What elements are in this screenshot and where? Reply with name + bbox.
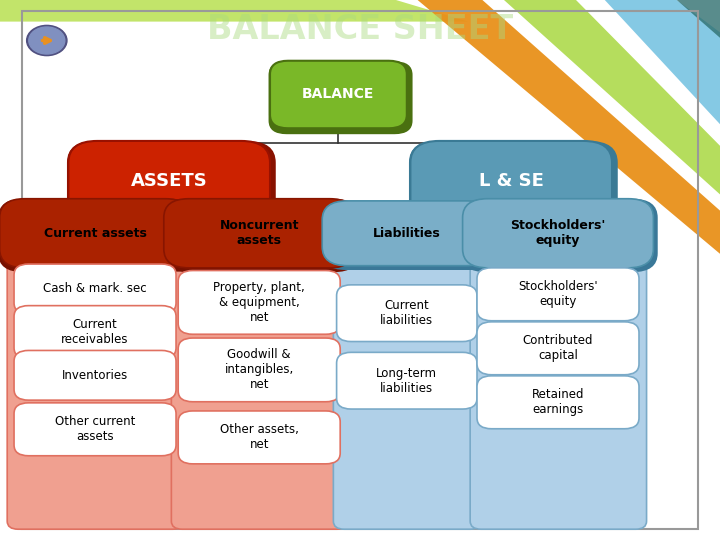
- FancyBboxPatch shape: [14, 264, 176, 314]
- Text: Current assets: Current assets: [44, 227, 146, 240]
- FancyBboxPatch shape: [477, 376, 639, 429]
- Text: Property, plant,
& equipment,
net: Property, plant, & equipment, net: [213, 281, 305, 324]
- FancyBboxPatch shape: [336, 353, 477, 409]
- Polygon shape: [605, 0, 720, 124]
- FancyBboxPatch shape: [14, 403, 176, 456]
- Text: Other current
assets: Other current assets: [55, 415, 135, 443]
- Circle shape: [27, 25, 67, 56]
- Polygon shape: [504, 0, 720, 194]
- FancyBboxPatch shape: [269, 62, 413, 134]
- Polygon shape: [418, 0, 720, 254]
- Text: BALANCE: BALANCE: [302, 87, 374, 102]
- Text: Current
receivables: Current receivables: [61, 318, 129, 346]
- Text: Contributed
capital: Contributed capital: [523, 334, 593, 362]
- FancyBboxPatch shape: [7, 219, 184, 529]
- Text: Noncurrent
assets: Noncurrent assets: [220, 219, 299, 247]
- FancyBboxPatch shape: [163, 199, 354, 268]
- FancyBboxPatch shape: [477, 322, 639, 375]
- FancyBboxPatch shape: [171, 219, 348, 529]
- Text: Cash & mark. sec: Cash & mark. sec: [43, 282, 147, 295]
- FancyBboxPatch shape: [14, 306, 176, 359]
- FancyBboxPatch shape: [462, 199, 654, 268]
- Polygon shape: [576, 0, 720, 146]
- FancyBboxPatch shape: [320, 201, 495, 270]
- FancyBboxPatch shape: [179, 271, 340, 334]
- Text: Goodwill &
intangibles,
net: Goodwill & intangibles, net: [225, 348, 294, 392]
- FancyBboxPatch shape: [67, 141, 276, 226]
- Text: Inventories: Inventories: [62, 369, 128, 382]
- Polygon shape: [482, 0, 720, 211]
- FancyBboxPatch shape: [0, 199, 194, 272]
- FancyBboxPatch shape: [477, 268, 639, 321]
- FancyBboxPatch shape: [410, 141, 612, 221]
- FancyBboxPatch shape: [322, 201, 491, 266]
- Text: Long-term
liabilities: Long-term liabilities: [377, 367, 437, 395]
- FancyBboxPatch shape: [470, 219, 647, 529]
- Text: Retained
earnings: Retained earnings: [532, 388, 584, 416]
- FancyBboxPatch shape: [0, 199, 190, 268]
- FancyBboxPatch shape: [336, 285, 477, 342]
- FancyBboxPatch shape: [270, 60, 407, 128]
- Text: Liabilities: Liabilities: [373, 227, 441, 240]
- FancyBboxPatch shape: [333, 219, 481, 529]
- Text: Stockholders'
equity: Stockholders' equity: [518, 280, 598, 308]
- FancyBboxPatch shape: [409, 141, 618, 226]
- FancyBboxPatch shape: [179, 411, 340, 464]
- Text: Other assets,
net: Other assets, net: [220, 423, 299, 451]
- FancyBboxPatch shape: [179, 338, 340, 402]
- Text: Stockholders'
equity: Stockholders' equity: [510, 219, 606, 247]
- FancyBboxPatch shape: [14, 350, 176, 400]
- Polygon shape: [677, 0, 720, 38]
- FancyBboxPatch shape: [461, 199, 658, 272]
- FancyBboxPatch shape: [162, 199, 359, 272]
- Text: L & SE: L & SE: [479, 172, 544, 190]
- Text: Current
liabilities: Current liabilities: [380, 299, 433, 327]
- Text: BALANCE SHEET: BALANCE SHEET: [207, 13, 513, 46]
- Polygon shape: [0, 0, 468, 22]
- Circle shape: [29, 27, 65, 54]
- FancyBboxPatch shape: [68, 141, 270, 221]
- Text: ASSETS: ASSETS: [131, 172, 207, 190]
